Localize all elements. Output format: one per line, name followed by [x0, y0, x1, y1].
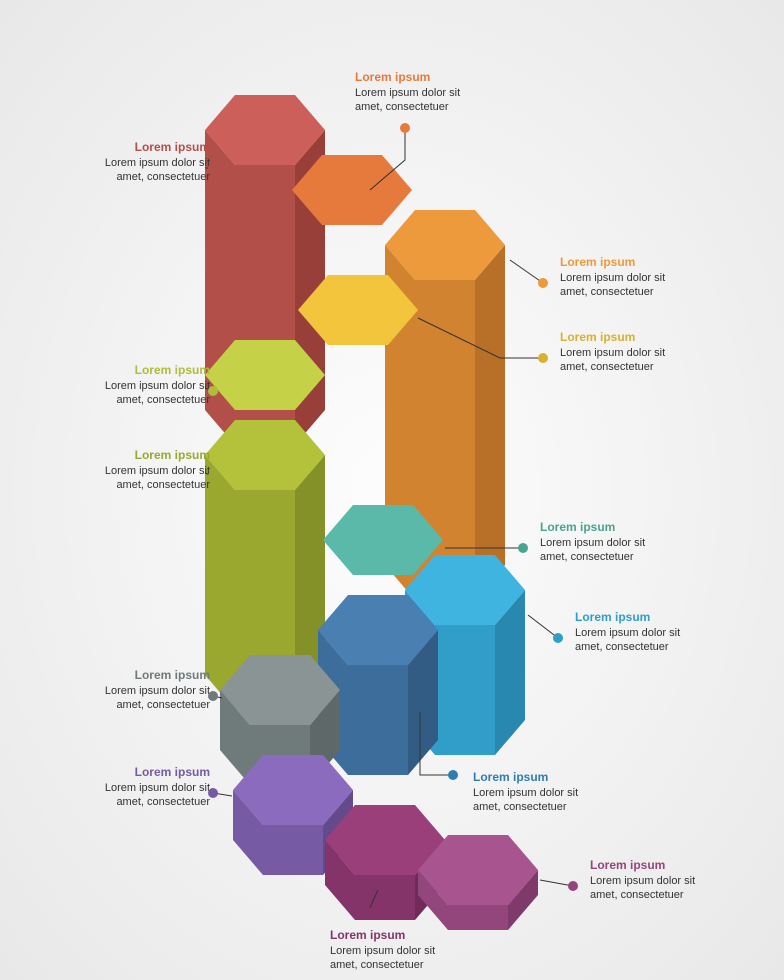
dot-gray — [208, 691, 218, 701]
label-desc: Lorem ipsum dolor sit amet, consectetuer — [560, 271, 670, 300]
label-desc: Lorem ipsum dolor sit amet, consectetuer — [560, 346, 670, 375]
label-lime2: Lorem ipsumLorem ipsum dolor sit amet, c… — [100, 448, 210, 492]
label-title: Lorem ipsum — [590, 858, 700, 874]
label-desc: Lorem ipsum dolor sit amet, consectetuer — [473, 786, 583, 815]
label-magenta: Lorem ipsumLorem ipsum dolor sit amet, c… — [330, 928, 440, 972]
label-title: Lorem ipsum — [473, 770, 583, 786]
label-desc: Lorem ipsum dolor sit amet, consectetuer — [100, 781, 210, 810]
dot-orange2 — [538, 278, 548, 288]
dot-red — [208, 163, 218, 173]
label-desc: Lorem ipsum dolor sit amet, consectetuer — [330, 944, 440, 973]
label-title: Lorem ipsum — [560, 330, 670, 346]
dot-blue — [448, 770, 458, 780]
label-blue: Lorem ipsumLorem ipsum dolor sit amet, c… — [473, 770, 583, 814]
label-desc: Lorem ipsum dolor sit amet, consectetuer — [100, 464, 210, 493]
label-title: Lorem ipsum — [540, 520, 650, 536]
label-title: Lorem ipsum — [575, 610, 685, 626]
label-orange2: Lorem ipsumLorem ipsum dolor sit amet, c… — [560, 255, 670, 299]
label-title: Lorem ipsum — [100, 448, 210, 464]
label-teal: Lorem ipsumLorem ipsum dolor sit amet, c… — [540, 520, 650, 564]
label-title: Lorem ipsum — [100, 765, 210, 781]
label-title: Lorem ipsum — [355, 70, 465, 86]
label-lime1: Lorem ipsumLorem ipsum dolor sit amet, c… — [100, 363, 210, 407]
prism-plum — [418, 835, 538, 930]
label-title: Lorem ipsum — [560, 255, 670, 271]
dot-teal — [518, 543, 528, 553]
label-red: Lorem ipsumLorem ipsum dolor sit amet, c… — [100, 140, 210, 184]
label-title: Lorem ipsum — [100, 363, 210, 379]
label-desc: Lorem ipsum dolor sit amet, consectetuer — [355, 86, 465, 115]
label-title: Lorem ipsum — [330, 928, 440, 944]
label-desc: Lorem ipsum dolor sit amet, consectetuer — [100, 156, 210, 185]
label-yellow: Lorem ipsumLorem ipsum dolor sit amet, c… — [560, 330, 670, 374]
dot-magenta — [363, 907, 373, 917]
label-plum: Lorem ipsumLorem ipsum dolor sit amet, c… — [590, 858, 700, 902]
dot-lime1 — [208, 386, 218, 396]
label-cyan: Lorem ipsumLorem ipsum dolor sit amet, c… — [575, 610, 685, 654]
dot-lime2 — [208, 471, 218, 481]
label-purple: Lorem ipsumLorem ipsum dolor sit amet, c… — [100, 765, 210, 809]
dot-purple — [208, 788, 218, 798]
dot-yellow — [538, 353, 548, 363]
label-title: Lorem ipsum — [100, 668, 210, 684]
label-desc: Lorem ipsum dolor sit amet, consectetuer — [100, 379, 210, 408]
label-gray: Lorem ipsumLorem ipsum dolor sit amet, c… — [100, 668, 210, 712]
dot-cyan — [553, 633, 563, 643]
label-orange1: Lorem ipsumLorem ipsum dolor sit amet, c… — [355, 70, 465, 114]
label-desc: Lorem ipsum dolor sit amet, consectetuer — [590, 874, 700, 903]
label-title: Lorem ipsum — [100, 140, 210, 156]
label-desc: Lorem ipsum dolor sit amet, consectetuer — [100, 684, 210, 713]
label-desc: Lorem ipsum dolor sit amet, consectetuer — [540, 536, 650, 565]
infographic-stage: Lorem ipsumLorem ipsum dolor sit amet, c… — [0, 0, 784, 980]
dot-orange1 — [400, 123, 410, 133]
dot-plum — [568, 881, 578, 891]
label-desc: Lorem ipsum dolor sit amet, consectetuer — [575, 626, 685, 655]
